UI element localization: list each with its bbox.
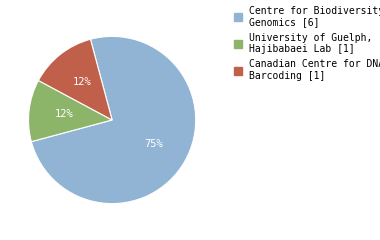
Wedge shape [28,80,112,142]
Legend: Centre for Biodiversity
Genomics [6], University of Guelph,
Hajibabaei Lab [1], : Centre for Biodiversity Genomics [6], Un… [232,4,380,83]
Wedge shape [38,39,112,120]
Text: 75%: 75% [145,139,163,149]
Text: 12%: 12% [73,77,91,87]
Wedge shape [31,36,196,204]
Text: 12%: 12% [55,109,73,120]
